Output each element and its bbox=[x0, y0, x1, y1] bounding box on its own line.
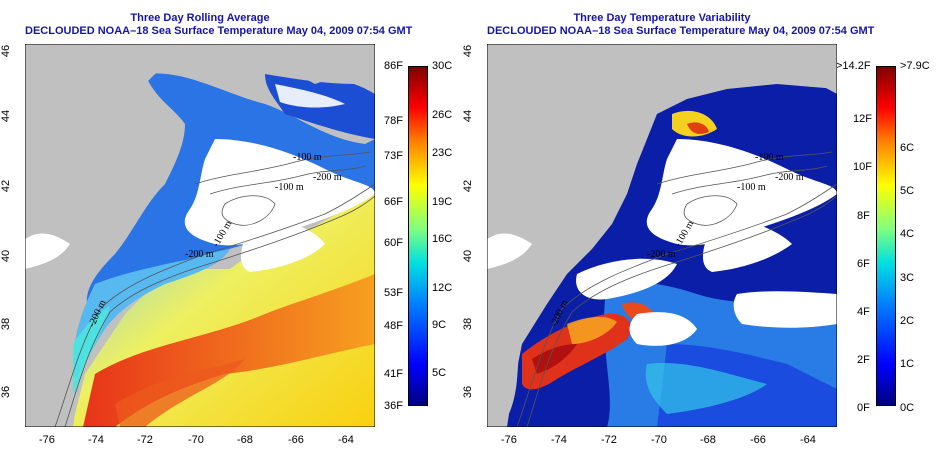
left-colorbar bbox=[408, 66, 428, 406]
right-cbar-f-label: 12F bbox=[853, 113, 872, 125]
left-x-tick: -64 bbox=[338, 434, 354, 446]
right-contour-label-1: -100 m bbox=[755, 152, 784, 163]
right-y-tick: 44 bbox=[462, 109, 475, 123]
right-title-line1: Three Day Temperature Variability bbox=[573, 12, 751, 24]
right-x-tick: -70 bbox=[651, 434, 667, 446]
right-variability-map: -100 m -100 m -100 m -200 m -200 m -200 … bbox=[487, 44, 837, 427]
right-cbar-f-label: 4F bbox=[857, 306, 870, 318]
right-cbar-f-label: 8F bbox=[857, 210, 870, 222]
right-cbar-c-label: 4C bbox=[900, 228, 915, 240]
left-y-tick: 44 bbox=[0, 109, 13, 123]
right-x-tick: -72 bbox=[601, 434, 617, 446]
left-cbar-f-label: 66F bbox=[384, 196, 403, 208]
right-x-tick: -64 bbox=[800, 434, 816, 446]
left-cbar-f-label: 36F bbox=[384, 400, 403, 412]
left-cbar-f-label: 73F bbox=[384, 150, 403, 162]
right-cbar-f-label: 0F bbox=[857, 402, 870, 414]
right-cbar-c-label: 5C bbox=[900, 185, 915, 197]
right-cbar-c-label: >7.9C bbox=[900, 60, 930, 72]
right-cbar-f-label: 6F bbox=[857, 258, 870, 270]
right-contour-label-4: -200 m bbox=[775, 172, 804, 183]
right-y-tick: 40 bbox=[462, 249, 475, 263]
left-y-tick: 40 bbox=[0, 249, 13, 263]
left-x-tick: -72 bbox=[137, 434, 153, 446]
left-y-tick: 36 bbox=[0, 385, 13, 399]
left-x-tick: -70 bbox=[188, 434, 204, 446]
left-cbar-f-label: 60F bbox=[384, 237, 403, 249]
left-cbar-c-label: 23C bbox=[432, 147, 453, 159]
left-contour-label-2: -100 m bbox=[275, 182, 304, 193]
left-cbar-f-label: 53F bbox=[384, 287, 403, 299]
right-x-tick: -74 bbox=[551, 434, 567, 446]
left-title-line1: Three Day Rolling Average bbox=[130, 12, 270, 24]
right-y-tick: 42 bbox=[462, 179, 475, 193]
left-cbar-c-label: 16C bbox=[432, 233, 453, 245]
left-cbar-c-label: 30C bbox=[432, 60, 453, 72]
left-y-tick: 46 bbox=[0, 44, 13, 58]
left-cbar-c-label: 26C bbox=[432, 109, 453, 121]
left-cbar-f-label: 86F bbox=[384, 60, 403, 72]
left-x-tick: -68 bbox=[237, 434, 253, 446]
right-x-tick: -76 bbox=[501, 434, 517, 446]
left-x-tick: -76 bbox=[39, 434, 55, 446]
left-cbar-c-label: 5C bbox=[432, 367, 447, 379]
left-cbar-f-label: 48F bbox=[384, 320, 403, 332]
left-contour-label-1: -100 m bbox=[293, 152, 322, 163]
right-cbar-c-label: 2C bbox=[900, 315, 915, 327]
right-cbar-c-label: 0C bbox=[900, 402, 915, 414]
right-cbar-c-label: 1C bbox=[900, 358, 915, 370]
left-contour-label-4: -200 m bbox=[313, 172, 342, 183]
left-x-tick: -74 bbox=[88, 434, 104, 446]
left-sst-map: -100 m -100 m -100 m -200 m -200 m -200 … bbox=[25, 44, 375, 427]
left-x-tick: -66 bbox=[288, 434, 304, 446]
left-cbar-f-label: 41F bbox=[384, 368, 403, 380]
right-x-tick: -66 bbox=[750, 434, 766, 446]
right-cbar-c-label: 3C bbox=[900, 272, 915, 284]
right-cbar-f-label: 10F bbox=[853, 161, 872, 173]
right-y-tick: 36 bbox=[462, 385, 475, 399]
right-cbar-c-label: 6C bbox=[900, 142, 915, 154]
left-y-tick: 42 bbox=[0, 179, 13, 193]
left-cbar-c-label: 12C bbox=[432, 282, 453, 294]
right-x-tick: -68 bbox=[700, 434, 716, 446]
right-colorbar bbox=[876, 66, 896, 406]
left-cbar-f-label: 78F bbox=[384, 115, 403, 127]
left-title-line2: DECLOUDED NOAA–18 Sea Surface Temperatur… bbox=[25, 25, 413, 37]
right-cbar-f-label: 2F bbox=[857, 354, 870, 366]
right-y-tick: 46 bbox=[462, 44, 475, 58]
right-contour-label-2: -100 m bbox=[737, 182, 766, 193]
right-y-tick: 38 bbox=[462, 317, 475, 331]
left-y-tick: 38 bbox=[0, 317, 13, 331]
right-cbar-f-label: >14.2F bbox=[836, 60, 871, 72]
left-contour-label-5: -200 m bbox=[185, 249, 214, 260]
left-cbar-c-label: 9C bbox=[432, 319, 447, 331]
left-cbar-c-label: 19C bbox=[432, 196, 453, 208]
right-title-line2: DECLOUDED NOAA–18 Sea Surface Temperatur… bbox=[487, 25, 875, 37]
right-contour-label-5: -200 m bbox=[647, 249, 676, 260]
